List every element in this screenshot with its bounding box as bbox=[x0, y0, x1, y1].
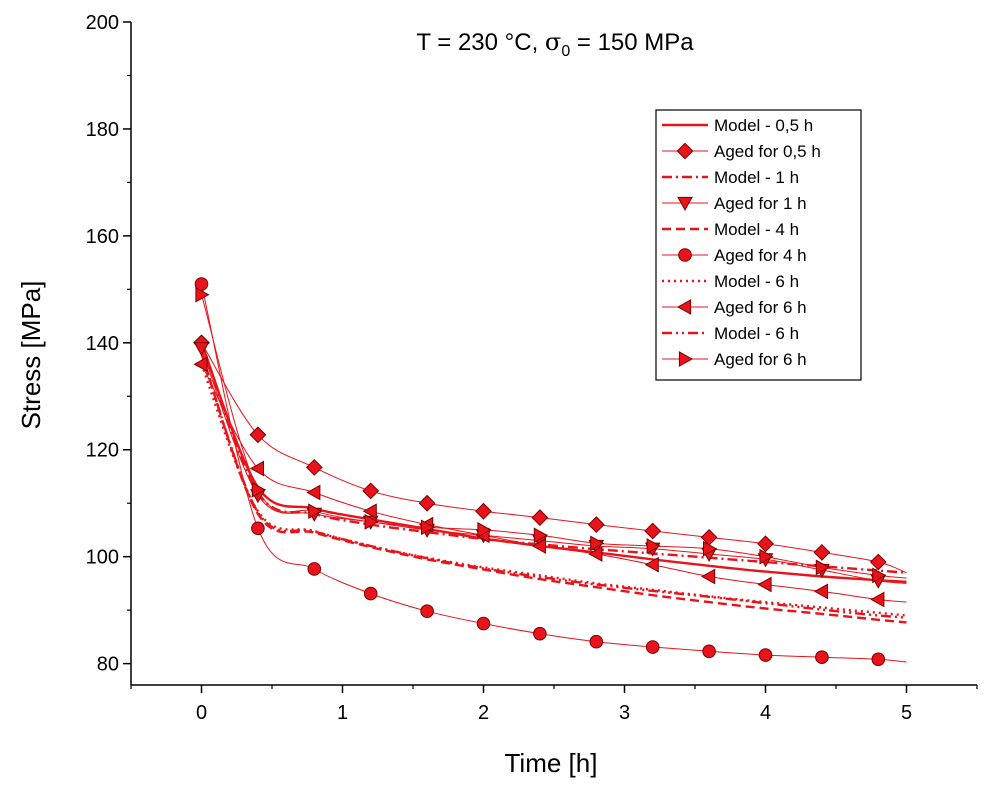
data-point-diamond bbox=[869, 553, 887, 571]
data-point-triangle-left bbox=[870, 591, 885, 608]
data-point-triangle-left bbox=[193, 356, 208, 373]
data-point-triangle-right bbox=[308, 503, 323, 520]
data-point-diamond bbox=[418, 494, 436, 512]
legend-marker-triangle-left bbox=[676, 299, 692, 315]
data-connector-3 bbox=[201, 348, 907, 584]
data-point-triangle-right bbox=[533, 527, 548, 544]
legend-marker-diamond bbox=[676, 142, 694, 160]
data-point-triangle-right bbox=[364, 514, 379, 530]
legend-box bbox=[655, 109, 862, 381]
y-tick-label: 140 bbox=[86, 333, 119, 355]
data-point-triangle-left bbox=[813, 583, 828, 600]
y-tick-label: 160 bbox=[86, 226, 119, 248]
model-curve-8 bbox=[200, 353, 907, 619]
data-point-triangle-right bbox=[251, 481, 266, 498]
x-tick-label: 5 bbox=[901, 702, 912, 724]
data-point-circle bbox=[702, 644, 716, 659]
data-point-triangle-right bbox=[477, 522, 492, 538]
data-point-circle bbox=[871, 652, 886, 667]
legend-label: Model - 1 h bbox=[714, 168, 799, 187]
y-tick-label: 200 bbox=[86, 12, 119, 34]
data-point-circle bbox=[363, 586, 378, 601]
legend: Model - 0,5 h Aged for 0,5 h Model - 1 h Ag… bbox=[655, 109, 862, 381]
legend-label: Aged for 6 h bbox=[714, 350, 807, 369]
x-tick-label: 2 bbox=[478, 702, 489, 724]
legend-label: Aged for 0,5 h bbox=[714, 142, 821, 161]
chart-title: T = 230 °C, σ0 = 150 MPa bbox=[416, 28, 694, 60]
data-point-circle bbox=[645, 640, 660, 654]
data-point-diamond bbox=[587, 516, 605, 534]
data-point-triangle-left bbox=[531, 538, 546, 554]
data-point-circle bbox=[758, 648, 773, 662]
data-point-triangle-left bbox=[644, 556, 659, 573]
legend-label: Model - 0,5 h bbox=[714, 116, 813, 135]
x-tick-label: 3 bbox=[619, 702, 630, 724]
y-tick-label: 100 bbox=[86, 547, 119, 569]
data-point-circle bbox=[533, 626, 547, 641]
data-point-triangle-left bbox=[306, 484, 321, 501]
legend-marker-triangle-down bbox=[677, 196, 693, 212]
data-point-circle bbox=[589, 634, 604, 649]
data-point-circle bbox=[420, 604, 434, 619]
legend-marker-triangle-right bbox=[678, 351, 694, 367]
y-axis-title: Stress [MPa] bbox=[16, 281, 46, 430]
title-main: T = 230 °C, bbox=[416, 29, 545, 56]
legend-label: Aged for 6 h bbox=[714, 298, 807, 317]
title-rest: = 150 MPa bbox=[570, 29, 694, 56]
data-point-circle bbox=[476, 616, 491, 631]
x-tick-label: 1 bbox=[337, 702, 348, 724]
data-point-diamond bbox=[362, 482, 380, 500]
data-point-triangle-right bbox=[703, 540, 718, 557]
data-point-triangle-left bbox=[362, 503, 377, 520]
y-tick-label: 120 bbox=[86, 440, 119, 462]
data-point-diamond bbox=[757, 535, 774, 553]
data-point-triangle-right bbox=[195, 286, 210, 303]
data-point-triangle-left bbox=[249, 460, 264, 477]
legend-label: Model - 6 h bbox=[714, 272, 799, 291]
data-point-triangle-right bbox=[759, 548, 774, 565]
model-curve-4 bbox=[200, 353, 907, 624]
data-point-circle bbox=[251, 521, 265, 536]
legend-label: Aged for 1 h bbox=[714, 194, 807, 213]
data-point-diamond bbox=[475, 502, 492, 520]
x-axis-title: Time [h] bbox=[505, 748, 598, 778]
x-tick-label: 4 bbox=[760, 702, 771, 724]
data-point-diamond bbox=[813, 543, 831, 561]
data-point-diamond bbox=[305, 458, 323, 476]
data-point-triangle-left bbox=[588, 546, 603, 562]
y-tick-label: 80 bbox=[97, 654, 119, 676]
legend-label: Aged for 4 h bbox=[714, 246, 807, 265]
title-sigma: σ bbox=[545, 28, 561, 56]
data-point-triangle-right bbox=[815, 559, 830, 576]
data-point-triangle-right bbox=[872, 567, 887, 584]
legend-marker-circle bbox=[678, 248, 692, 262]
data-point-triangle-left bbox=[757, 576, 772, 593]
data-point-triangle-left bbox=[701, 568, 716, 585]
data-point-triangle-down bbox=[193, 342, 210, 357]
data-point-circle bbox=[307, 562, 322, 576]
y-tick-label: 180 bbox=[86, 119, 119, 141]
legend-label: Model - 4 h bbox=[714, 220, 799, 239]
axes: 80 100 120 140 160 180 200 0 1 2 3 4 5 bbox=[86, 12, 978, 724]
data-point-diamond bbox=[249, 426, 267, 444]
data-point-diamond bbox=[644, 522, 662, 540]
title-subscript: 0 bbox=[561, 43, 570, 60]
data-point-diamond bbox=[531, 509, 549, 527]
x-tick-label: 0 bbox=[196, 702, 207, 724]
data-point-circle bbox=[815, 650, 829, 664]
data-point-triangle-right bbox=[646, 538, 661, 554]
data-markers bbox=[193, 277, 887, 667]
data-point-triangle-right bbox=[421, 519, 436, 536]
legend-label: Model - 6 h bbox=[714, 324, 799, 343]
data-point-triangle-right bbox=[590, 535, 605, 552]
